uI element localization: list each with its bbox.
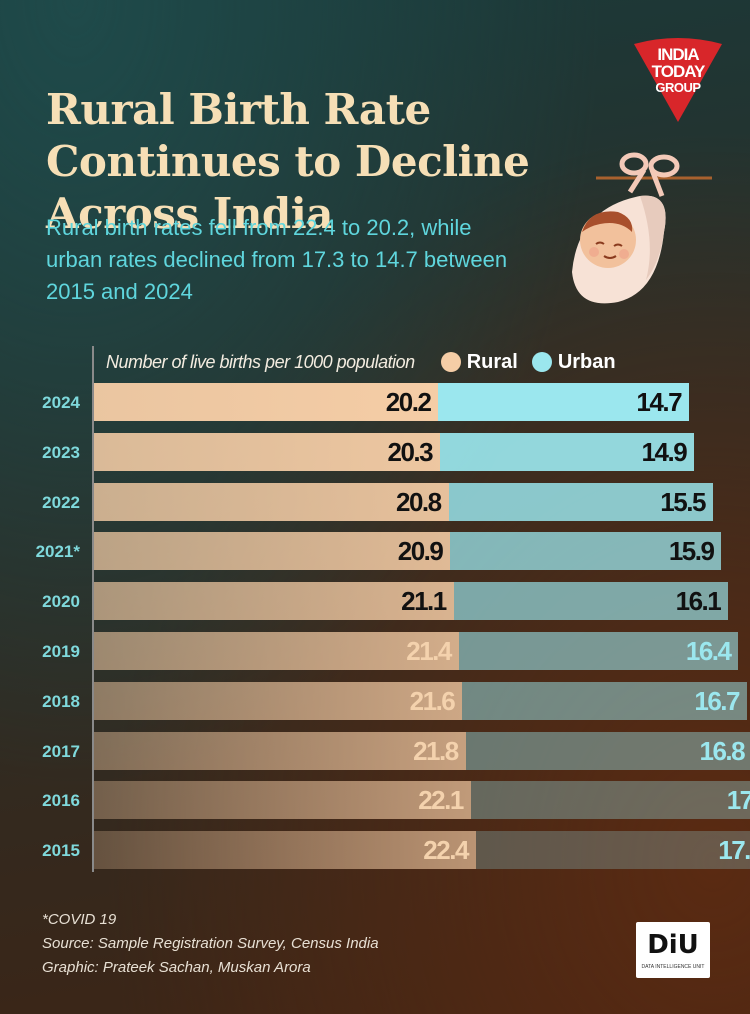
year-label: 2020 xyxy=(42,592,80,611)
value-label-rural: 22.4 xyxy=(423,835,469,865)
diu-logo: DiU DATA INTELLIGENCE UNIT xyxy=(636,922,710,978)
india-today-logo: INDIA TODAY GROUP xyxy=(634,38,722,122)
legend-item-urban: Urban xyxy=(531,350,616,374)
value-label-rural: 20.3 xyxy=(387,437,434,467)
value-label-urban: 15.9 xyxy=(668,536,715,566)
legend-swatch-urban xyxy=(531,352,552,372)
value-label-rural: 20.8 xyxy=(396,487,442,517)
bar-rural xyxy=(94,632,459,670)
value-label-urban: 16.1 xyxy=(675,586,722,616)
legend-text-urban: Urban xyxy=(557,350,616,373)
bar-urban xyxy=(440,433,695,471)
value-label-urban: 17.3 xyxy=(718,835,750,865)
diu-logo-text: DiU xyxy=(647,930,699,960)
bar-rural xyxy=(94,532,451,570)
chart-axis-line xyxy=(92,346,94,872)
year-label: 2018 xyxy=(42,692,80,711)
baby-bundle-illustration xyxy=(572,152,712,304)
bar-rural xyxy=(94,383,439,421)
bar-urban xyxy=(458,632,739,670)
value-label-urban: 15.5 xyxy=(660,487,706,517)
legend-swatch-rural xyxy=(440,352,461,372)
value-label-rural: 20.9 xyxy=(397,536,444,566)
value-label-urban: 17 xyxy=(726,785,750,815)
source-note: Source: Sample Registration Survey, Cens… xyxy=(42,935,379,952)
legend-measure-label: Number of live births per 1000 populatio… xyxy=(106,351,415,372)
bar-urban xyxy=(448,483,713,521)
bar-urban xyxy=(462,682,747,720)
value-label-urban: 16.7 xyxy=(694,686,740,716)
bar-rural xyxy=(94,433,441,471)
bar-urban xyxy=(465,732,750,770)
year-label: 2024 xyxy=(42,393,80,412)
bar-rural xyxy=(94,831,476,869)
value-label-rural: 20.2 xyxy=(385,387,432,417)
logo-line-3: GROUP xyxy=(655,80,701,95)
footnote-covid: *COVID 19 xyxy=(42,911,117,928)
year-label: 2016 xyxy=(42,791,80,810)
year-label: 2017 xyxy=(42,742,80,761)
year-label: 2015 xyxy=(42,841,80,860)
value-label-rural: 22.1 xyxy=(418,785,464,815)
legend-text-rural: Rural xyxy=(466,350,518,373)
value-label-rural: 21.6 xyxy=(409,686,456,716)
value-label-urban: 16.8 xyxy=(699,736,746,766)
graphic-credit: Graphic: Prateek Sachan, Muskan Arora xyxy=(42,959,311,976)
value-label-rural: 21.1 xyxy=(401,586,447,616)
bar-rural xyxy=(94,781,471,819)
bar-urban xyxy=(470,781,750,819)
value-label-urban: 16.4 xyxy=(685,636,732,666)
value-label-rural: 21.8 xyxy=(413,736,459,766)
year-label: 2021* xyxy=(35,542,80,561)
value-label-rural: 21.4 xyxy=(406,636,452,666)
chart-subtitle: Rural birth rates fell from 22.4 to 20.2… xyxy=(46,215,508,304)
value-label-urban: 14.7 xyxy=(636,387,682,417)
legend-item-rural: Rural xyxy=(440,350,518,374)
year-label: 2022 xyxy=(42,493,80,512)
year-label: 2023 xyxy=(42,443,80,462)
footer: *COVID 19 Source: Sample Registration Su… xyxy=(42,908,379,980)
value-label-urban: 14.9 xyxy=(641,437,688,467)
bar-rural xyxy=(94,483,449,521)
year-label: 2019 xyxy=(42,642,80,661)
logo-line-2: TODAY xyxy=(652,62,706,81)
bar-rural xyxy=(94,582,454,620)
bar-urban xyxy=(475,831,750,869)
bar-rural xyxy=(94,732,466,770)
diu-logo-tagline: DATA INTELLIGENCE UNIT xyxy=(641,964,705,970)
legend: Number of live births per 1000 populatio… xyxy=(106,348,616,376)
chart-title: Rural Birth Rate Continues to Decline Ac… xyxy=(46,85,530,238)
bar-urban xyxy=(438,383,690,421)
logo-line-1: INDIA xyxy=(657,45,699,64)
bar-urban xyxy=(450,532,722,570)
bar-rural xyxy=(94,682,463,720)
bar-urban xyxy=(453,582,729,620)
